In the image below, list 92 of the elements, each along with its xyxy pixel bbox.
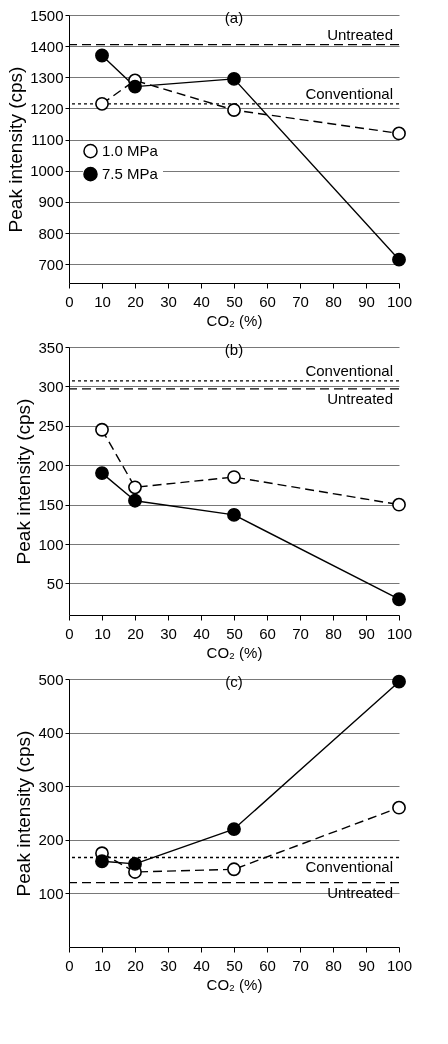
ref-line-label: Conventional (305, 361, 393, 379)
x-tick-label: 30 (160, 956, 177, 974)
x-tick-label: 60 (259, 292, 276, 310)
x-tick-label: 70 (292, 956, 309, 974)
x-tick-label: 70 (292, 292, 309, 310)
point (128, 480, 142, 495)
y-axis-title: Peak intensity (cps) (13, 398, 35, 565)
x-tick-label: 0 (65, 292, 74, 310)
x-tick-label: 10 (94, 624, 111, 642)
x-tick-label: 10 (94, 956, 111, 974)
ref-line-label: Untreated (327, 389, 393, 407)
x-tick-label: 80 (325, 956, 342, 974)
point (95, 466, 109, 481)
x-tick-label: 10 (94, 292, 111, 310)
x-tick-label: 0 (65, 624, 74, 642)
x-tick-label: 0 (65, 956, 74, 974)
x-tick-label: 100 (386, 624, 413, 642)
ref-line-label: Untreated (327, 883, 393, 901)
x-tick-label: 40 (193, 292, 210, 310)
point (227, 470, 241, 484)
x-tick-label: 60 (259, 956, 276, 974)
point (392, 497, 406, 512)
y-tick-label: 1500 (30, 6, 64, 24)
point (392, 592, 406, 607)
x-tick-label: 30 (160, 624, 177, 642)
x-tick-label: 80 (325, 624, 342, 642)
y-tick-label: 50 (46, 574, 64, 592)
point (128, 79, 142, 94)
y-tick-label: 1400 (30, 37, 64, 55)
x-tick-label: 20 (127, 624, 144, 642)
ref-line-label: Untreated (327, 25, 393, 43)
point (227, 103, 241, 117)
x-tick-label: 100 (386, 956, 413, 974)
y-tick-label: 1100 (31, 131, 64, 149)
y-tick-label: 1300 (30, 68, 64, 86)
x-tick-label: 20 (127, 956, 144, 974)
y-tick-label: 700 (38, 255, 64, 273)
x-tick-label: 90 (358, 624, 375, 642)
y-tick-label: 200 (38, 456, 64, 474)
x-tick-label: 90 (358, 956, 375, 974)
point (95, 96, 109, 111)
x-tick-label: 50 (226, 956, 243, 974)
y-tick-label: 500 (38, 670, 64, 688)
point (128, 857, 142, 871)
point (392, 800, 406, 815)
point (227, 822, 241, 836)
y-tick-label: 100 (38, 884, 64, 902)
point (227, 507, 241, 522)
x-axis-title: CO₂ (%) (206, 311, 263, 329)
legend-label: 7.5 MPa (102, 165, 159, 183)
point (227, 862, 241, 877)
x-tick-label: 30 (160, 292, 177, 310)
point (227, 71, 241, 86)
chart-title: (c) (225, 673, 243, 690)
chart-title: (a) (224, 9, 244, 26)
point (95, 48, 109, 63)
x-tick-label: 40 (193, 956, 210, 974)
y-axis-title: Peak intensity (cps) (5, 66, 27, 233)
point (95, 854, 109, 869)
y-tick-label: 150 (38, 496, 64, 514)
y-tick-label: 350 (38, 338, 64, 356)
chart-title: (b) (224, 341, 244, 358)
y-tick-label: 900 (38, 193, 64, 211)
x-tick-label: 50 (226, 624, 243, 642)
y-tick-label: 100 (38, 535, 64, 553)
x-tick-label: 50 (226, 292, 243, 310)
y-tick-label: 250 (38, 417, 64, 435)
ref-line-label: Conventional (305, 84, 393, 102)
y-tick-label: 400 (38, 724, 64, 742)
x-axis-title: CO₂ (%) (206, 643, 263, 661)
y-tick-label: 300 (38, 777, 64, 795)
x-tick-label: 20 (127, 292, 144, 310)
point (392, 252, 406, 267)
y-tick-label: 200 (38, 831, 64, 849)
x-tick-label: 90 (358, 292, 375, 310)
y-tick-label: 800 (38, 224, 64, 242)
x-tick-label: 80 (325, 292, 342, 310)
x-tick-label: 60 (259, 624, 276, 642)
x-axis-title: CO₂ (%) (206, 975, 263, 993)
point (95, 422, 109, 437)
y-tick-label: 300 (38, 377, 64, 395)
point (392, 126, 406, 141)
x-tick-label: 70 (292, 624, 309, 642)
x-tick-label: 40 (193, 624, 210, 642)
point (392, 674, 406, 689)
y-tick-label: 1200 (30, 99, 64, 117)
y-tick-label: 1000 (30, 162, 64, 180)
ref-line-label: Conventional (305, 858, 393, 876)
y-axis-title: Peak intensity (cps) (13, 730, 35, 897)
point (128, 493, 142, 508)
legend-label: 1.0 MPa (102, 142, 159, 160)
x-tick-label: 100 (386, 292, 413, 310)
